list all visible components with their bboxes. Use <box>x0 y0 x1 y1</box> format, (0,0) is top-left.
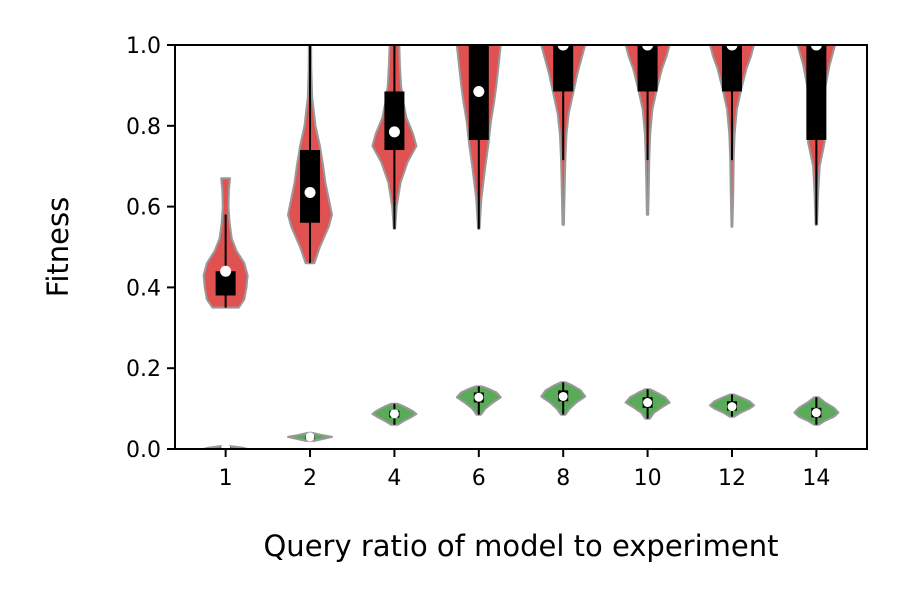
median-s1-1 <box>221 443 231 453</box>
x-axis: 1 2 4 6 8 10 12 14 <box>219 449 830 491</box>
x-tick-label-12: 12 <box>718 466 746 491</box>
box-s0-8 <box>553 45 574 92</box>
x-tick-label-4: 4 <box>387 466 401 491</box>
box-layer <box>215 39 827 453</box>
median-s0-6 <box>473 85 485 97</box>
y-axis: 0.0 0.2 0.4 0.6 0.8 1.0 <box>126 34 175 463</box>
median-s1-8 <box>558 391 568 401</box>
plot-frame <box>174 44 868 450</box>
x-tick-label-8: 8 <box>556 466 570 491</box>
x-tick-label-1: 1 <box>219 466 233 491</box>
y-tick-label-0.0: 0.0 <box>126 438 161 463</box>
box-s0-14 <box>806 45 827 140</box>
median-s1-10 <box>643 398 653 408</box>
y-tick-label-0.2: 0.2 <box>126 357 161 382</box>
median-s1-4 <box>389 409 399 419</box>
x-tick-label-2: 2 <box>303 466 317 491</box>
y-tick-label-0.6: 0.6 <box>126 196 161 221</box>
box-s0-2 <box>300 150 321 223</box>
box-s0-1 <box>215 271 236 296</box>
box-s0-10 <box>637 45 658 92</box>
median-s1-12 <box>727 402 737 412</box>
median-s1-6 <box>474 392 484 402</box>
median-s1-2 <box>305 432 315 442</box>
x-tick-label-6: 6 <box>472 466 486 491</box>
x-tick-label-14: 14 <box>802 466 830 491</box>
box-s0-4 <box>384 91 405 151</box>
median-s0-1 <box>220 265 232 277</box>
median-s0-2 <box>304 186 316 198</box>
x-tick-label-10: 10 <box>634 466 662 491</box>
median-s0-4 <box>388 126 400 138</box>
y-tick-label-0.8: 0.8 <box>126 115 161 140</box>
x-axis-title: Query ratio of model to experiment <box>263 529 778 563</box>
y-tick-label-0.4: 0.4 <box>126 276 161 301</box>
y-axis-title: Fitness <box>41 197 75 297</box>
y-tick-label-1.0: 1.0 <box>126 34 161 59</box>
violin-layer <box>202 44 840 450</box>
box-s0-12 <box>721 45 742 92</box>
median-s1-14 <box>811 408 821 418</box>
